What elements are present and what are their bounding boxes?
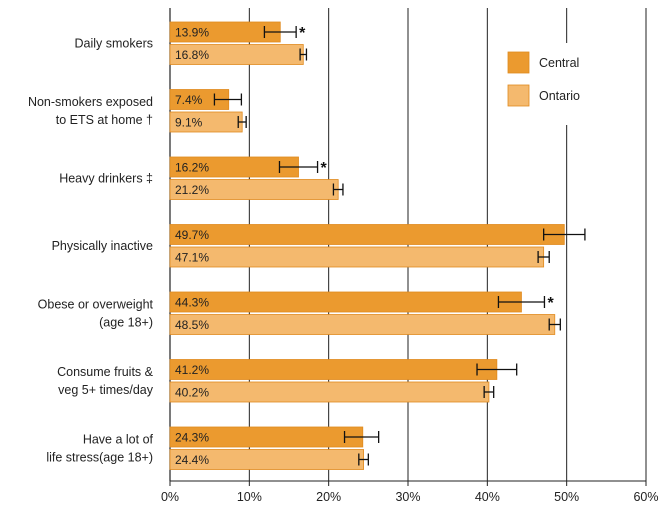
legend-swatch-central	[507, 51, 530, 74]
bar-value-label: 44.3%	[175, 296, 209, 310]
bar-central	[169, 359, 498, 380]
bars: 13.9% * 16.8% 7.4% 9.1% 16.2% * 21.2% 49.7% 47.1%…	[169, 21, 586, 470]
significance-marker: *	[547, 295, 554, 312]
bar-ontario	[169, 314, 556, 335]
bar-ontario	[169, 246, 545, 268]
category-label: Daily smokers	[75, 37, 154, 51]
category-label: Consume fruits &	[57, 365, 154, 379]
bar-central	[169, 291, 522, 313]
category-label: Obese or overweight	[38, 298, 154, 312]
bar-value-label: 48.5%	[175, 318, 209, 332]
x-tick-label: 30%	[395, 490, 420, 504]
bar-value-label: 24.4%	[175, 453, 209, 467]
x-tick-label: 50%	[554, 490, 579, 504]
category-label: Heavy drinkers ‡	[59, 172, 153, 186]
category-label: (age 18+)	[99, 316, 153, 330]
bar-value-label: 40.2%	[175, 386, 209, 400]
bar-value-label: 16.8%	[175, 48, 209, 62]
category-label: veg 5+ times/day	[58, 383, 154, 397]
bar-value-label: 7.4%	[175, 93, 203, 107]
significance-marker: *	[299, 25, 306, 42]
bar-value-label: 21.2%	[175, 183, 209, 197]
category-label: Have a lot of	[83, 433, 154, 447]
x-tick-label: 20%	[316, 490, 341, 504]
x-tick-label: 60%	[633, 490, 658, 504]
x-axis-ticks: 0% 10% 20% 30% 40% 50% 60%	[161, 480, 659, 504]
x-tick-label: 10%	[237, 490, 262, 504]
bar-ontario	[169, 381, 490, 403]
legend-label-ontario: Ontario	[539, 89, 580, 103]
category-label: Physically inactive	[52, 239, 153, 253]
bar-value-label: 24.3%	[175, 431, 209, 445]
x-tick-label: 40%	[475, 490, 500, 504]
significance-marker: *	[321, 160, 328, 177]
category-label: Non-smokers exposed	[28, 95, 153, 109]
bar-value-label: 47.1%	[175, 251, 209, 265]
x-tick-label: 0%	[161, 490, 179, 504]
bar-value-label: 41.2%	[175, 363, 209, 377]
legend-label-central: Central	[539, 56, 579, 70]
category-label: to ETS at home †	[56, 113, 153, 127]
legend: Central Ontario	[492, 43, 587, 125]
bar-value-label: 16.2%	[175, 161, 209, 175]
legend-swatch-ontario	[507, 84, 530, 107]
bar-value-label: 13.9%	[175, 26, 209, 40]
category-labels: Daily smokers Non-smokers exposed to ETS a…	[28, 37, 154, 465]
category-label: life stress(age 18+)	[46, 451, 153, 465]
bar-value-label: 9.1%	[175, 116, 203, 130]
bar-central	[169, 224, 565, 245]
bar-value-label: 49.7%	[175, 228, 209, 242]
